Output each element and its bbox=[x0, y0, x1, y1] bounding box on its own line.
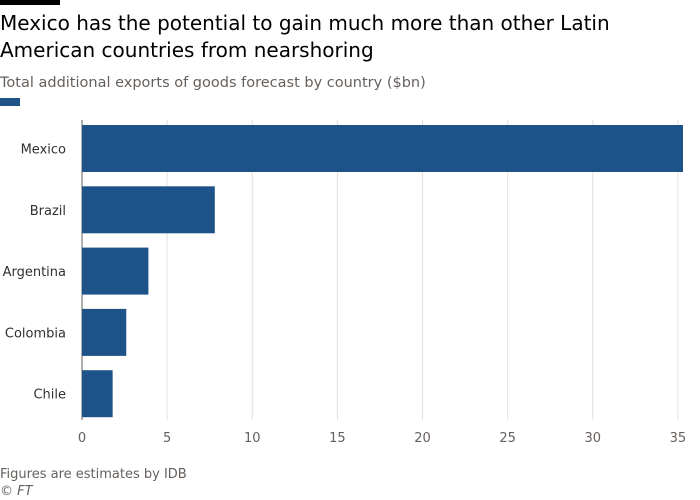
category-labels: Mexico Brazil Argentina Colombia Chile bbox=[3, 143, 66, 403]
category-label-colombia: Colombia bbox=[5, 326, 66, 341]
chart-title: Mexico has the potential to gain much mo… bbox=[0, 11, 610, 62]
bar-mexico bbox=[82, 125, 683, 172]
x-tick-label: 20 bbox=[414, 431, 431, 446]
bar-colombia bbox=[82, 308, 127, 356]
category-label-chile: Chile bbox=[33, 388, 66, 403]
bar-brazil bbox=[82, 186, 215, 234]
top-rule bbox=[0, 0, 60, 5]
footnote: Figures are estimates by IDB bbox=[0, 467, 187, 482]
bar-chart: Mexico Brazil Argentina Colombia Chile 0 5 10 1… bbox=[3, 120, 686, 446]
chart-subtitle: Total additional exports of goods foreca… bbox=[0, 75, 426, 91]
legend-swatch bbox=[0, 98, 20, 106]
category-label-mexico: Mexico bbox=[21, 143, 66, 158]
bars bbox=[82, 125, 683, 418]
x-tick-label: 0 bbox=[78, 431, 86, 446]
bar-argentina bbox=[82, 247, 149, 295]
bar-chile bbox=[82, 370, 113, 418]
source-credit: © FT bbox=[0, 484, 33, 499]
x-tick-label: 5 bbox=[163, 431, 171, 446]
x-tick-label: 25 bbox=[499, 431, 516, 446]
category-label-argentina: Argentina bbox=[3, 265, 66, 280]
x-tick-label: 15 bbox=[329, 431, 346, 446]
x-tick-label: 30 bbox=[584, 431, 601, 446]
x-tick-labels: 0 5 10 15 20 25 30 35 bbox=[78, 431, 686, 446]
category-label-brazil: Brazil bbox=[30, 204, 66, 219]
x-tick-label: 10 bbox=[244, 431, 261, 446]
x-tick-label: 35 bbox=[670, 431, 687, 446]
